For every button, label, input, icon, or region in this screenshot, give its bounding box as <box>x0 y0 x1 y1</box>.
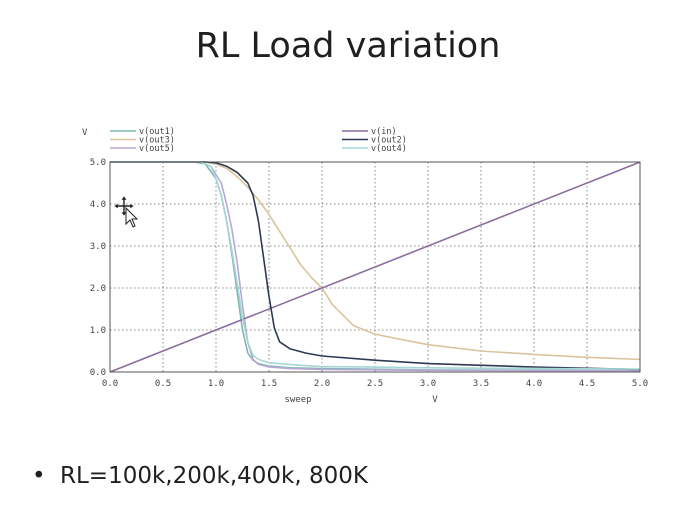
y-tick-label: 1.0 <box>90 326 106 336</box>
x-tick-label: 3.5 <box>473 379 489 389</box>
legend-label: v(out3) <box>139 136 175 146</box>
legend-label: v(out5) <box>139 144 175 154</box>
x-tick-label: 1.5 <box>261 379 277 389</box>
y-tick-label: 5.0 <box>90 158 106 168</box>
x-tick-label: 2.5 <box>367 379 383 389</box>
x-axis-label: sweep <box>284 395 311 405</box>
x-tick-label: 4.0 <box>526 379 542 389</box>
legend-label: v(out4) <box>371 144 407 154</box>
slide-title: RL Load variation <box>195 26 501 66</box>
y-axis-label: V <box>82 128 88 138</box>
x-tick-label: 0.5 <box>155 379 171 389</box>
legend-label: v(out1) <box>139 127 175 137</box>
series-line-vout3 <box>110 161 641 361</box>
legend-label: v(in) <box>371 127 397 137</box>
x-tick-label: 3.0 <box>420 379 436 389</box>
x-tick-label: 1.0 <box>208 379 224 389</box>
y-tick-label: 3.0 <box>90 242 106 252</box>
series-line-vin <box>109 161 641 373</box>
series-line-vout2 <box>110 161 641 371</box>
bullet-text: RL=100k,200k,400k, 800K <box>60 463 368 489</box>
bullet-item: • RL=100k,200k,400k, 800K <box>32 463 368 489</box>
x-tick-label: 0.0 <box>102 379 118 389</box>
legend-label: v(out2) <box>371 136 407 146</box>
legend: v(out1)v(out3)v(out5) v(in)v(out2)v(out4) <box>110 127 407 154</box>
x-tick-label: 5.0 <box>632 379 648 389</box>
x-axis-unit: V <box>432 395 438 405</box>
plot-frame <box>109 161 641 373</box>
y-tick-label: 4.0 <box>90 200 106 210</box>
y-tick-label: 0.0 <box>90 368 106 378</box>
axes: 0.0 0.5 1.0 1.5 2.0 2.5 3.0 3.5 4.0 4.5 5.0 0.0 1.0 2… <box>82 128 648 405</box>
x-tick-label: 2.0 <box>314 379 330 389</box>
x-tick-label: 4.5 <box>579 379 595 389</box>
series-line-vout4 <box>110 161 641 370</box>
move-cursor-icon <box>113 195 139 228</box>
bullet-dot: • <box>32 463 46 489</box>
y-tick-label: 2.0 <box>90 284 106 294</box>
series-lines <box>109 161 641 373</box>
